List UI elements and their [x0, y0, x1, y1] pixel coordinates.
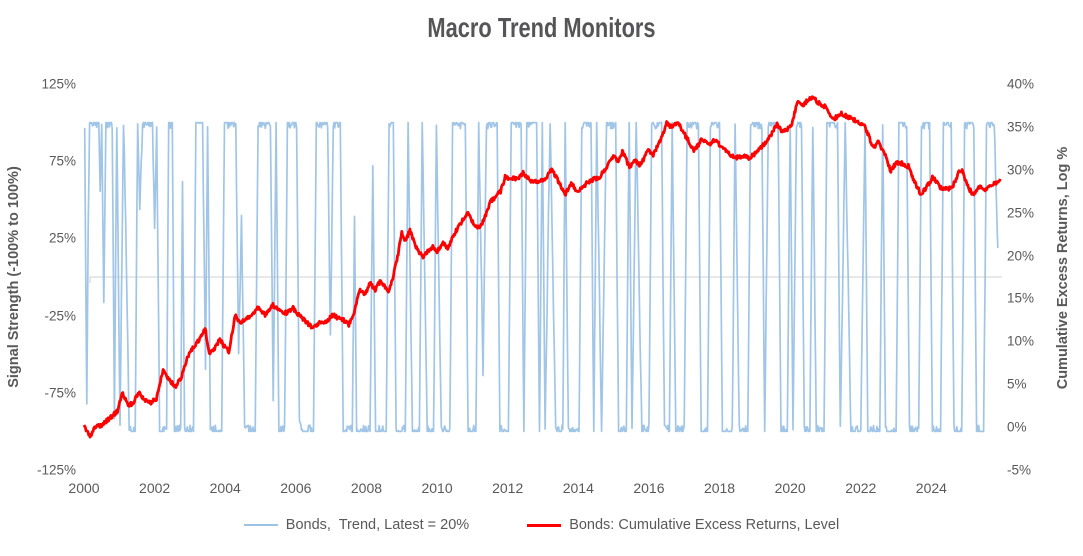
right-tick-label: 30%: [1007, 162, 1035, 178]
x-tick-label: 2014: [562, 480, 594, 496]
right-tick-label: 40%: [1007, 76, 1035, 92]
x-tick-label: 2018: [703, 480, 736, 496]
x-tick-label: 2008: [350, 480, 383, 496]
right-tick-label: 15%: [1007, 290, 1035, 306]
legend-item-returns: Bonds: Cumulative Excess Returns, Level: [527, 517, 839, 533]
x-tick-label: 2024: [915, 480, 947, 496]
right-tick-label: -5%: [1007, 462, 1032, 478]
left-tick-label: 25%: [48, 230, 76, 246]
legend-label-signal: Bonds, Trend, Latest = 20%: [285, 517, 470, 533]
x-tick-label: 2000: [68, 480, 100, 496]
right-tick-label: 0%: [1007, 419, 1027, 435]
right-tick-label: 35%: [1007, 119, 1035, 135]
x-tick-label: 2006: [280, 480, 312, 496]
right-tick-label: 10%: [1007, 333, 1035, 349]
x-tick-label: 2022: [845, 480, 877, 496]
x-tick-label: 2012: [492, 480, 524, 496]
x-tick-label: 2016: [633, 480, 665, 496]
legend: Bonds, Trend, Latest = 20% Bonds: Cumula…: [0, 517, 1083, 533]
left-tick-label: 125%: [41, 76, 76, 92]
x-tick-label: 2002: [139, 480, 171, 496]
right-tick-label: 25%: [1007, 204, 1035, 220]
right-tick-label: 5%: [1007, 376, 1027, 392]
left-tick-label: 75%: [48, 153, 76, 169]
x-tick-label: 2004: [209, 480, 241, 496]
legend-label-returns: Bonds: Cumulative Excess Returns, Level: [569, 517, 840, 533]
x-tick-label: 2020: [774, 480, 806, 496]
returns-line-swatch: [527, 523, 562, 527]
chart-title: Macro Trend Monitors: [427, 12, 656, 43]
left-tick-label: -75%: [44, 385, 76, 401]
legend-item-signal: Bonds, Trend, Latest = 20%: [243, 517, 470, 533]
signal-line-swatch: [243, 524, 278, 526]
signal-trend-line: [83, 121, 999, 433]
left-tick-label: -25%: [44, 307, 76, 323]
x-tick-label: 2010: [421, 480, 453, 496]
left-tick-label: -125%: [36, 462, 76, 478]
right-tick-label: 20%: [1007, 247, 1035, 263]
cumulative-returns-line: [82, 95, 1002, 439]
